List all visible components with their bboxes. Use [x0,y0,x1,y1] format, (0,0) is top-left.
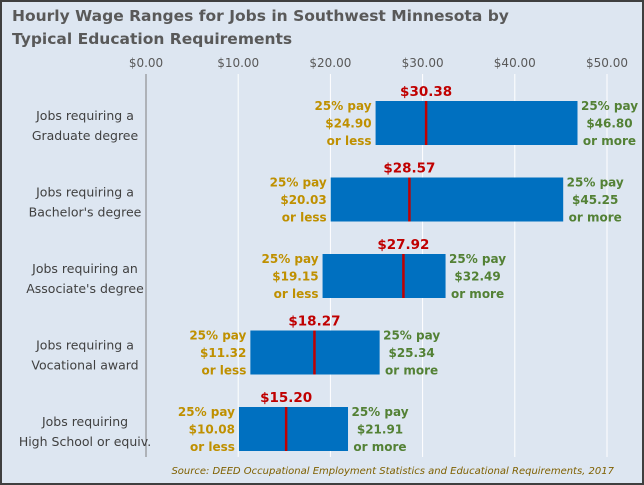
category-label: Vocational award [31,358,138,373]
category-label: Jobs requiring a [35,338,134,353]
low-quartile-label: or less [274,287,319,301]
low-quartile-label: $24.90 [325,117,371,131]
high-quartile-label: $46.80 [586,117,632,131]
high-quartile-label: 25% pay [567,176,624,190]
category-label: Jobs requiring a [35,185,134,200]
chart-title-line-2: Typical Education Requirements [12,30,293,48]
category-label: High School or equiv. [19,434,151,449]
low-quartile-label: $20.03 [280,193,326,207]
low-quartile-label: $10.08 [189,423,235,437]
median-value-label: $18.27 [288,314,340,330]
low-quartile-label: or less [327,134,372,148]
high-quartile-label: or more [353,440,406,454]
category-label: Graduate degree [32,128,139,143]
high-quartile-label: 25% pay [449,252,506,266]
chart-title-line-1: Hourly Wage Ranges for Jobs in Southwest… [12,7,509,25]
high-quartile-label: $45.25 [572,193,618,207]
low-quartile-label: 25% pay [178,405,235,419]
category-label: Jobs requiring a [35,108,134,123]
low-quartile-label: 25% pay [189,329,246,343]
range-bar [238,407,349,451]
median-value-label: $30.38 [400,84,452,100]
high-quartile-label: or more [385,364,438,378]
high-quartile-label: or more [451,287,504,301]
x-tick-label: $10.00 [217,56,259,70]
x-tick-label: $50.00 [586,56,628,70]
low-quartile-label: or less [190,440,235,454]
low-quartile-label: or less [282,211,327,225]
low-quartile-label: 25% pay [315,99,372,113]
high-quartile-label: $25.34 [388,346,434,360]
x-tick-label: $40.00 [494,56,536,70]
category-label: Jobs requiring an [31,261,138,276]
low-quartile-label: $11.32 [200,346,246,360]
high-quartile-label: 25% pay [581,99,638,113]
low-quartile-label: or less [201,364,246,378]
high-quartile-label: $21.91 [357,423,403,437]
high-quartile-label: or more [569,211,622,225]
high-quartile-label: or more [583,134,636,148]
low-quartile-label: $19.15 [272,270,318,284]
high-quartile-label: 25% pay [383,329,440,343]
median-value-label: $15.20 [260,390,312,406]
x-tick-label: $0.00 [129,56,163,70]
range-bar [330,177,564,222]
low-quartile-label: 25% pay [262,252,319,266]
median-value-label: $28.57 [383,161,435,177]
x-tick-label: $30.00 [402,56,444,70]
range-bar [375,101,578,145]
category-label: Bachelor's degree [29,205,142,220]
range-bar [322,254,446,298]
low-quartile-label: 25% pay [270,176,327,190]
high-quartile-label: 25% pay [351,405,408,419]
high-quartile-label: $32.49 [454,270,500,284]
x-tick-label: $20.00 [309,56,351,70]
source-note: Source: DEED Occupational Employment Sta… [171,466,614,477]
category-label: Associate's degree [26,281,144,296]
median-value-label: $27.92 [377,237,429,253]
category-label: Jobs requiring [41,414,128,429]
